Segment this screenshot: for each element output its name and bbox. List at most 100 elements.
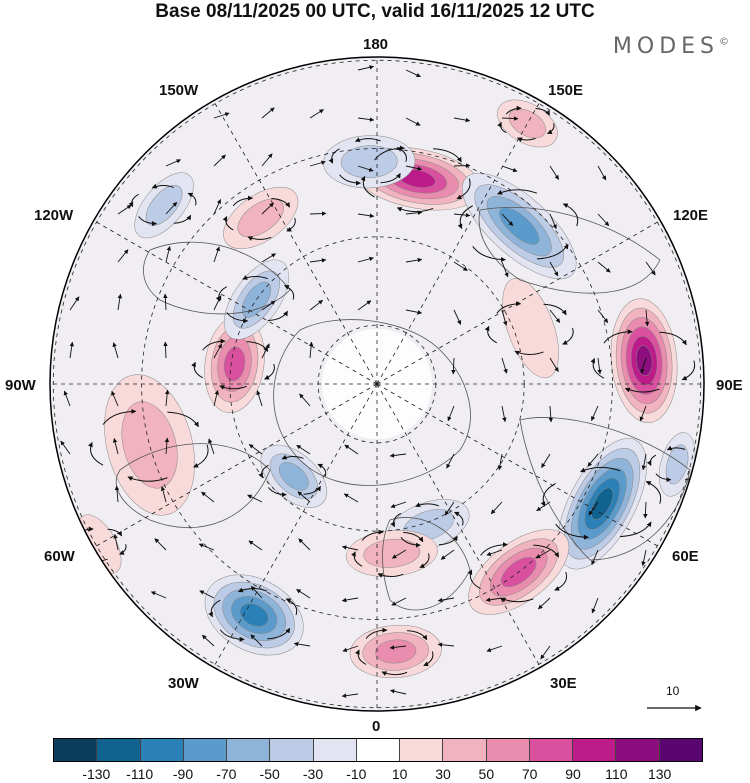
wind-arrow <box>405 309 423 315</box>
wind-arrow <box>437 597 455 603</box>
wind-arrow <box>164 437 170 455</box>
streamline-arrow <box>555 523 589 540</box>
wind-arrow <box>299 393 311 407</box>
wind-arrow <box>69 296 80 311</box>
wind-arrow <box>111 390 119 407</box>
wind-arrow <box>501 309 508 326</box>
wind-arrow <box>591 405 599 422</box>
streamline-arrow <box>540 483 556 507</box>
meridian-line <box>93 220 378 385</box>
wind-arrow <box>549 357 559 373</box>
colorbar-segment <box>659 739 702 761</box>
wind-arrow <box>165 246 172 263</box>
lon-label-90e: 90E <box>716 377 743 394</box>
streamline-arrow <box>580 466 621 473</box>
streamline-arrow <box>554 571 568 591</box>
wind-arrow <box>501 165 518 173</box>
streamline-arrow <box>246 341 269 352</box>
wind-arrow <box>213 343 223 359</box>
wind-arrow <box>261 202 274 215</box>
colorbar-tick-label: -90 <box>172 766 194 782</box>
streamline-arrow <box>562 203 579 227</box>
wind-arrow <box>201 491 215 503</box>
wind-arrow <box>357 117 375 122</box>
colorbar-segment <box>356 739 401 761</box>
wind-arrow <box>440 549 455 560</box>
colorbar-segment <box>573 739 617 761</box>
streamline-arrow <box>543 303 567 316</box>
streamline-arrow <box>590 358 605 379</box>
streamline-arrow <box>655 473 672 483</box>
map-disk <box>50 57 704 711</box>
colorbar-segment <box>183 739 228 761</box>
streamline-arrow <box>400 537 421 548</box>
wind-arrow <box>453 212 471 218</box>
colorbar-segment <box>270 739 314 761</box>
wind-arrow <box>261 253 277 263</box>
contour-band <box>145 185 183 226</box>
wind-arrow <box>549 213 557 230</box>
colorbar-tick-label: 70 <box>521 766 538 782</box>
colorbar-tick-label: 30 <box>435 766 451 782</box>
wind-arrow <box>247 494 263 503</box>
wind-arrow <box>540 645 551 660</box>
wind-arrow <box>341 545 359 551</box>
streamline-arrow <box>423 651 434 667</box>
streamline-arrow <box>339 174 361 186</box>
lon-label-60w: 60W <box>44 548 75 565</box>
wind-arrow <box>250 634 263 647</box>
streamline-arrow <box>354 137 381 142</box>
colorbar-tick-label: 50 <box>478 766 495 782</box>
streamline-arrow <box>119 544 127 555</box>
wind-arrow <box>549 261 559 277</box>
streamline-arrow <box>365 627 388 639</box>
wind-arrow <box>114 485 120 503</box>
negative-anomaly-cell <box>462 172 577 280</box>
contour-band <box>635 345 653 376</box>
wind-arrow <box>213 295 222 311</box>
reference-vector-label: 10 <box>666 684 680 698</box>
streamline-arrow <box>317 463 327 477</box>
wind-arrow <box>309 258 327 263</box>
wind-arrow <box>160 486 167 503</box>
wind-arrow <box>150 591 167 599</box>
lon-label-30e: 30E <box>550 675 577 692</box>
colorbar-segment <box>529 739 574 761</box>
wind-arrow <box>309 299 324 311</box>
wind-arrow <box>389 453 407 458</box>
map-boundary <box>49 56 705 712</box>
streamline-arrow <box>496 301 522 314</box>
streamline-arrow <box>390 512 402 528</box>
meridian-line <box>213 100 378 385</box>
wind-arrow <box>117 204 132 215</box>
streamline-arrow <box>303 485 321 495</box>
wind-arrow <box>405 69 421 78</box>
wind-arrow <box>248 540 263 551</box>
streamline-arrow <box>88 442 104 466</box>
wind-arrow <box>501 213 514 227</box>
streamline-arrow <box>268 487 287 498</box>
wind-arrow <box>357 165 374 172</box>
wind-arrow <box>208 438 215 455</box>
colorbar-tick-label: 110 <box>605 766 628 782</box>
streamline-arrow <box>396 147 407 162</box>
lon-label-150w: 150W <box>159 82 199 99</box>
wind-arrow <box>357 65 375 71</box>
streamline-arrow <box>484 325 498 344</box>
wind-arrow <box>391 549 407 559</box>
wind-arrow <box>213 389 219 407</box>
streamline-arrow <box>222 216 234 231</box>
wind-arrow <box>309 109 324 119</box>
positive-anomaly-cell <box>497 99 558 148</box>
wind-arrow <box>497 453 503 471</box>
wind-arrow <box>597 213 610 227</box>
contour-band <box>278 462 309 491</box>
lon-label-0: 0 <box>372 718 381 735</box>
wind-arrow <box>357 256 374 263</box>
colorbar-segment <box>486 739 530 761</box>
streamline-arrow <box>533 544 560 558</box>
wind-arrow <box>597 357 602 375</box>
positive-anomaly-cell <box>345 529 438 577</box>
wind-arrow <box>112 438 119 455</box>
